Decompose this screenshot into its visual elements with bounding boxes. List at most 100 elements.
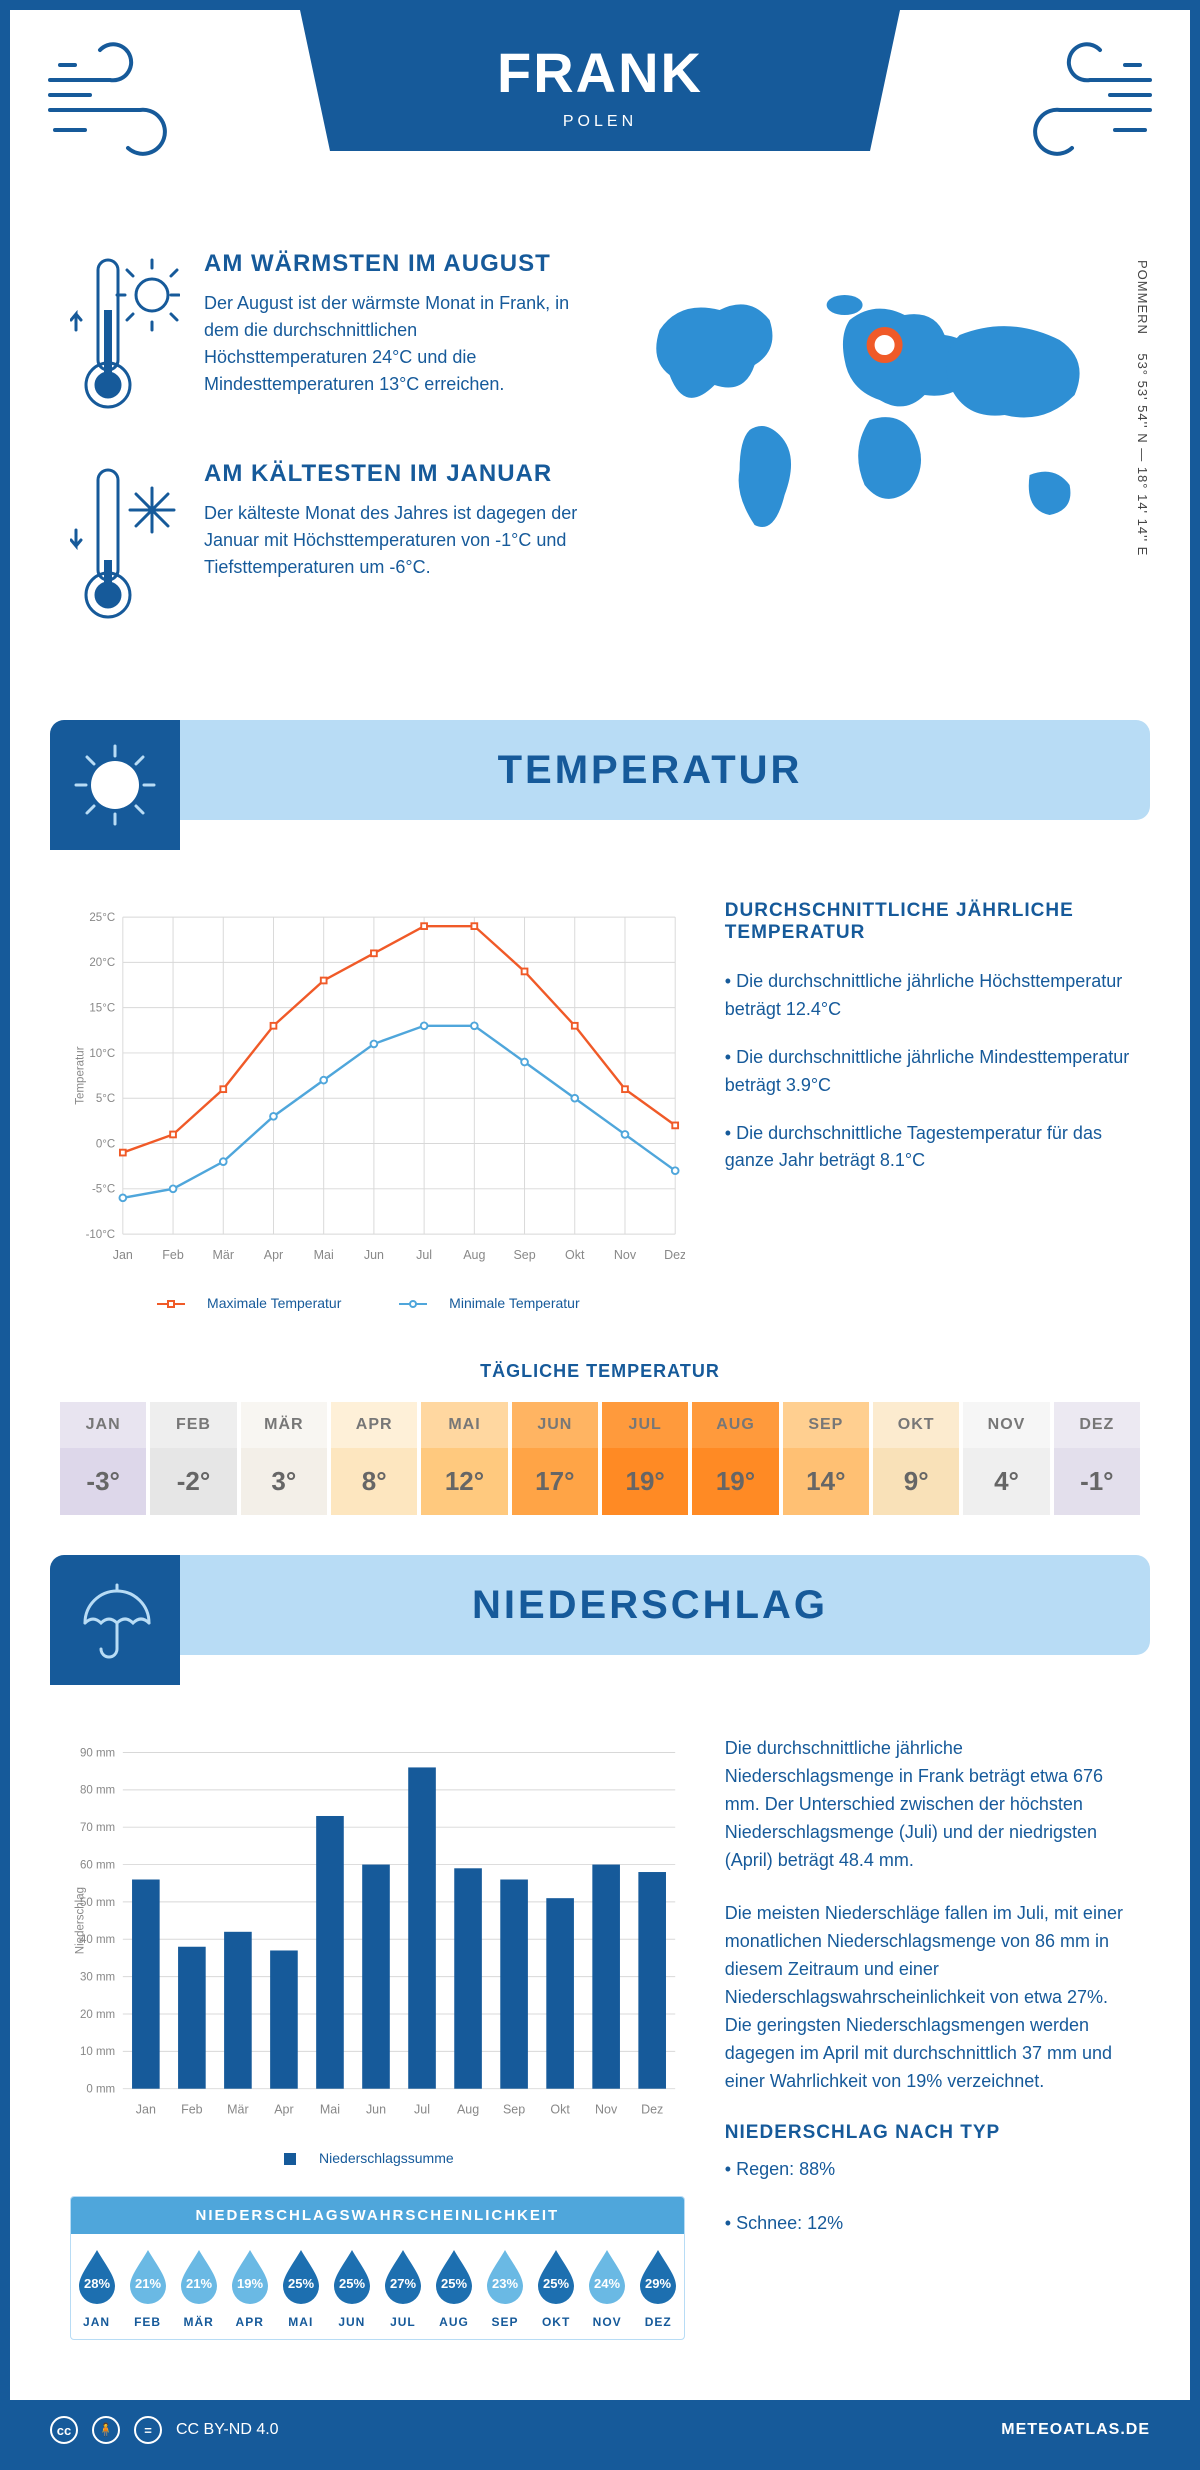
svg-text:27%: 27%: [390, 2276, 416, 2291]
svg-text:15°C: 15°C: [89, 1003, 115, 1015]
warmest-title: AM WÄRMSTEN IM AUGUST: [204, 250, 579, 278]
daily-cell: AUG 19°: [692, 1402, 778, 1515]
temperature-chart: -10°C-5°C0°C5°C10°C15°C20°C25°CJanFebMär…: [70, 900, 685, 1311]
svg-text:Jan: Jan: [136, 2103, 156, 2117]
footer: cc 🧍 = CC BY-ND 4.0 METEOATLAS.DE: [10, 2400, 1190, 2460]
prob-cell: 19% APR: [224, 2234, 275, 2339]
raindrop-icon: 28%: [75, 2248, 119, 2304]
svg-text:23%: 23%: [492, 2276, 518, 2291]
svg-text:Apr: Apr: [274, 2103, 293, 2117]
prob-cell: 24% NOV: [582, 2234, 633, 2339]
prob-cell: 28% JAN: [71, 2234, 122, 2339]
daily-cell: NOV 4°: [963, 1402, 1049, 1515]
section-title: NIEDERSCHLAG: [472, 1583, 828, 1628]
svg-text:Mai: Mai: [314, 1248, 334, 1262]
chart-legend: Maximale Temperatur Minimale Temperatur: [70, 1295, 685, 1311]
warmest-block: AM WÄRMSTEN IM AUGUST Der August ist der…: [70, 250, 579, 420]
svg-text:Sep: Sep: [503, 2103, 525, 2117]
section-title: TEMPERATUR: [498, 748, 803, 793]
svg-text:25°C: 25°C: [89, 912, 115, 924]
page-subtitle: POLEN: [300, 113, 900, 131]
umbrella-icon: [70, 1575, 160, 1665]
raindrop-icon: 27%: [381, 2248, 425, 2304]
raindrop-icon: 23%: [483, 2248, 527, 2304]
svg-text:Okt: Okt: [550, 2103, 570, 2117]
svg-text:0°C: 0°C: [96, 1138, 115, 1150]
svg-text:10°C: 10°C: [89, 1048, 115, 1060]
raindrop-icon: 21%: [177, 2248, 221, 2304]
svg-text:60 mm: 60 mm: [80, 1859, 115, 1871]
site-name: METEOATLAS.DE: [1001, 2421, 1150, 2439]
precipitation-summary: Die durchschnittliche jährliche Niedersc…: [725, 1735, 1130, 2340]
nd-icon: =: [134, 2416, 162, 2444]
info-row: AM WÄRMSTEN IM AUGUST Der August ist der…: [10, 230, 1190, 700]
raindrop-icon: 25%: [534, 2248, 578, 2304]
svg-text:21%: 21%: [186, 2276, 212, 2291]
svg-text:0 mm: 0 mm: [86, 2084, 115, 2096]
prob-cell: 29% DEZ: [633, 2234, 684, 2339]
daily-cell: MÄR 3°: [241, 1402, 327, 1515]
svg-text:Aug: Aug: [463, 1248, 485, 1262]
section-header-temp: TEMPERATUR: [50, 720, 1150, 850]
header: FRANK POLEN: [10, 10, 1190, 230]
svg-text:Jun: Jun: [364, 1248, 384, 1262]
daily-temp-table: JAN -3° FEB -2° MÄR 3° APR 8° MAI 12° JU…: [60, 1402, 1140, 1515]
prob-cell: 25% MAI: [275, 2234, 326, 2339]
precipitation-chart: 0 mm10 mm20 mm30 mm40 mm50 mm60 mm70 mm8…: [70, 1735, 685, 2166]
prob-cell: 27% JUL: [377, 2234, 428, 2339]
thermometer-sun-icon: [70, 250, 180, 420]
svg-text:5°C: 5°C: [96, 1093, 115, 1105]
precipitation-probability: NIEDERSCHLAGSWAHRSCHEINLICHKEIT 28% JAN …: [70, 2196, 685, 2340]
svg-text:Feb: Feb: [162, 1248, 184, 1262]
svg-text:19%: 19%: [237, 2276, 263, 2291]
world-map: [609, 250, 1130, 590]
daily-temp-title: TÄGLICHE TEMPERATUR: [10, 1361, 1190, 1382]
svg-text:25%: 25%: [543, 2276, 569, 2291]
svg-text:-5°C: -5°C: [92, 1184, 115, 1196]
raindrop-icon: 25%: [330, 2248, 374, 2304]
svg-text:Nov: Nov: [614, 1248, 637, 1262]
svg-text:10 mm: 10 mm: [80, 2046, 115, 2058]
daily-cell: JUN 17°: [512, 1402, 598, 1515]
raindrop-icon: 21%: [126, 2248, 170, 2304]
cc-icon: cc: [50, 2416, 78, 2444]
wind-icon: [1000, 40, 1160, 160]
svg-text:25%: 25%: [288, 2276, 314, 2291]
coordinates: POMMERN 53° 53' 54'' N — 18° 14' 14'' E: [1135, 260, 1150, 556]
svg-text:80 mm: 80 mm: [80, 1785, 115, 1797]
sun-icon: [70, 740, 160, 830]
prob-cell: 25% OKT: [531, 2234, 582, 2339]
svg-text:Jun: Jun: [366, 2103, 386, 2117]
svg-text:Mai: Mai: [320, 2103, 340, 2117]
page-title: FRANK: [300, 40, 900, 105]
prob-cell: 23% SEP: [480, 2234, 531, 2339]
svg-text:Jul: Jul: [414, 2103, 430, 2117]
daily-cell: OKT 9°: [873, 1402, 959, 1515]
raindrop-icon: 25%: [432, 2248, 476, 2304]
daily-cell: SEP 14°: [783, 1402, 869, 1515]
raindrop-icon: 19%: [228, 2248, 272, 2304]
svg-text:28%: 28%: [84, 2276, 110, 2291]
raindrop-icon: 29%: [636, 2248, 680, 2304]
temp-info-title: DURCHSCHNITTLICHE JÄHRLICHE TEMPERATUR: [725, 900, 1130, 944]
thermometer-snow-icon: [70, 460, 180, 630]
svg-text:Mär: Mär: [227, 2103, 248, 2117]
svg-text:Sep: Sep: [513, 1248, 535, 1262]
chart-legend: Niederschlagssumme: [70, 2150, 685, 2166]
daily-cell: JUL 19°: [602, 1402, 688, 1515]
daily-cell: FEB -2°: [150, 1402, 236, 1515]
page: FRANK POLEN AM WÄ: [0, 0, 1200, 2470]
svg-text:20 mm: 20 mm: [80, 2009, 115, 2021]
prob-cell: 25% JUN: [326, 2234, 377, 2339]
svg-text:Feb: Feb: [181, 2103, 203, 2117]
svg-text:Jul: Jul: [416, 1248, 432, 1262]
svg-text:24%: 24%: [594, 2276, 620, 2291]
svg-text:Niederschlag: Niederschlag: [74, 1887, 86, 1954]
location-marker-icon: [870, 331, 898, 359]
section-header-precip: NIEDERSCHLAG: [50, 1555, 1150, 1685]
coldest-text: Der kälteste Monat des Jahres ist dagege…: [204, 500, 579, 581]
svg-text:30 mm: 30 mm: [80, 1971, 115, 1983]
coldest-block: AM KÄLTESTEN IM JANUAR Der kälteste Mona…: [70, 460, 579, 630]
license-text: CC BY-ND 4.0: [176, 2421, 279, 2439]
prob-cell: 21% MÄR: [173, 2234, 224, 2339]
